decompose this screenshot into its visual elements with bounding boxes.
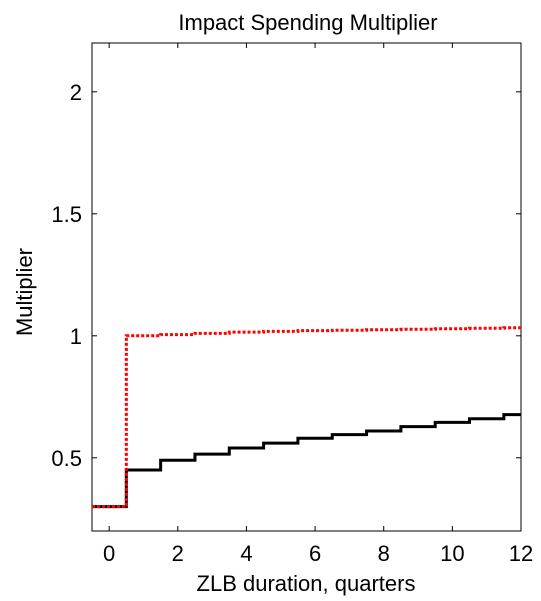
y-axis-label: Multiplier — [12, 248, 37, 336]
x-axis-label: ZLB duration, quarters — [197, 571, 416, 596]
series-line-1 — [92, 413, 521, 509]
plot-area — [91, 42, 522, 532]
series-layer — [92, 326, 521, 509]
x-tick-label: 0 — [103, 541, 115, 566]
x-ticks: 0 2 4 6 8 10 12 — [103, 43, 533, 566]
x-tick-label: 10 — [440, 541, 464, 566]
y-tick-label: 1 — [70, 324, 82, 349]
x-tick-label: 6 — [309, 541, 321, 566]
chart-title: Impact Spending Multiplier — [178, 10, 437, 35]
x-tick-label: 8 — [378, 541, 390, 566]
y-ticks: 0.5 1 1.5 2 — [51, 80, 521, 471]
x-tick-label: 12 — [509, 541, 533, 566]
y-tick-label: 0.5 — [51, 446, 82, 471]
y-tick-label: 1.5 — [51, 202, 82, 227]
y-tick-label: 2 — [70, 80, 82, 105]
x-tick-label: 2 — [172, 541, 184, 566]
x-tick-label: 4 — [240, 541, 252, 566]
series-line-2 — [92, 326, 521, 509]
plot-frame — [91, 42, 522, 532]
